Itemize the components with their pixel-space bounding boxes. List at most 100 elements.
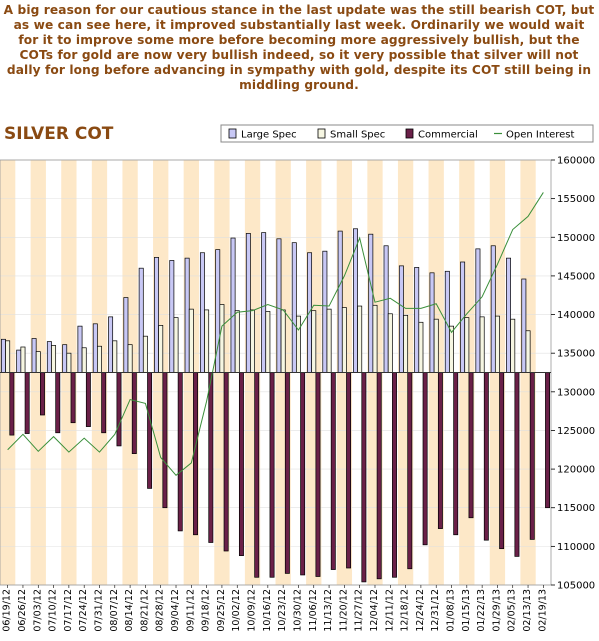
- bar-large-spec: [506, 257, 511, 373]
- bar-small-spec: [188, 308, 194, 373]
- bar-commercial: [223, 372, 229, 552]
- x-tick-label: 09/04/12: [170, 589, 181, 632]
- bar-small-spec: [433, 318, 439, 373]
- bar-small-spec: [510, 318, 516, 373]
- bar-small-spec: [280, 309, 286, 373]
- bar-commercial: [162, 372, 168, 509]
- bar-large-spec: [368, 233, 374, 373]
- x-tick-label: 01/15/13: [461, 589, 472, 632]
- bar-commercial: [177, 372, 183, 532]
- bar-large-spec: [383, 245, 389, 373]
- bar-commercial: [453, 372, 459, 536]
- x-tick-label: 01/22/13: [476, 589, 487, 632]
- chart-title: SILVER COT: [4, 124, 114, 144]
- x-tick-label: 06/26/12: [17, 589, 28, 632]
- bar-commercial: [437, 372, 443, 529]
- legend-commercial-label: Commercial: [418, 130, 478, 141]
- y-tick-label: 155000: [557, 194, 595, 205]
- bar-commercial: [499, 372, 505, 550]
- legend-large-spec-label: Large Spec: [241, 130, 297, 141]
- x-tick-label: 12/11/12: [384, 589, 395, 632]
- x-tick-label: 07/03/12: [32, 589, 43, 632]
- x-tick-label: 08/28/12: [155, 589, 166, 632]
- x-tick-label: 11/13/12: [323, 589, 334, 632]
- bar-small-spec: [250, 309, 255, 373]
- x-tick-label: 08/21/12: [139, 589, 150, 632]
- bar-commercial: [284, 372, 290, 574]
- bar-small-spec: [464, 317, 470, 373]
- x-tick-label: 09/11/12: [185, 589, 196, 632]
- bar-small-spec: [219, 304, 225, 373]
- open-interest-series-line: [7, 192, 544, 476]
- x-tick-label: 07/10/12: [48, 589, 59, 632]
- bar-small-spec: [525, 330, 531, 373]
- x-tick-label: 01/29/13: [491, 589, 502, 632]
- bar-small-spec: [5, 340, 11, 373]
- bar-commercial: [70, 372, 76, 424]
- bar-large-spec: [1, 338, 6, 373]
- bar-large-spec: [77, 325, 83, 373]
- bar-small-spec: [35, 351, 41, 373]
- x-tick-label: 06/19/12: [2, 589, 13, 632]
- bar-large-spec: [245, 233, 251, 373]
- x-tick-label: 08/07/12: [109, 589, 120, 632]
- bar-small-spec: [311, 310, 317, 373]
- open-interest-line: [7, 192, 544, 476]
- legend-small-spec-swatch: [317, 128, 326, 139]
- bar-commercial: [101, 372, 107, 434]
- bar-small-spec: [479, 316, 485, 373]
- bar-large-spec: [276, 238, 282, 373]
- x-tick-label: 09/18/12: [201, 589, 212, 632]
- x-tick-label: 07/24/12: [78, 589, 89, 632]
- legend-large-spec-swatch: [228, 128, 237, 139]
- bar-large-spec: [16, 349, 22, 373]
- bar-commercial: [315, 372, 321, 577]
- x-tick-label: 12/04/12: [369, 589, 380, 632]
- bar-large-spec: [138, 267, 144, 373]
- legend: Large Spec Small Spec Commercial Open Inter…: [220, 124, 594, 143]
- bar-large-spec: [521, 278, 527, 373]
- bar-commercial: [545, 372, 550, 509]
- bar-large-spec: [261, 232, 267, 373]
- bar-small-spec: [20, 346, 26, 373]
- bar-small-spec: [81, 347, 87, 373]
- bar-commercial: [254, 372, 260, 578]
- bar-large-spec: [414, 267, 420, 373]
- x-tick-label: 10/09/12: [247, 589, 258, 632]
- bar-large-spec: [490, 245, 496, 373]
- bar-large-spec: [123, 297, 129, 373]
- bar-large-spec: [31, 338, 37, 373]
- x-tick-label: 12/18/12: [400, 589, 411, 632]
- bar-commercial: [9, 372, 15, 436]
- x-tick-label: 02/19/13: [537, 589, 548, 632]
- x-tick-label: 09/25/12: [216, 589, 227, 632]
- y-tick-label: 110000: [557, 542, 595, 553]
- x-tick-label: 10/30/12: [292, 589, 303, 632]
- y-tick-label: 160000: [557, 156, 595, 167]
- bar-small-spec: [494, 315, 500, 373]
- bar-large-spec: [337, 230, 343, 373]
- bar-small-spec: [158, 325, 164, 373]
- legend-open-interest-label: Open Interest: [506, 130, 575, 141]
- x-tick-label: 11/20/12: [338, 589, 349, 632]
- bar-large-spec: [108, 316, 114, 373]
- y-tick-label: 105000: [557, 581, 595, 592]
- x-axis-ticks: 06/19/12 06/26/12 07/03/12 07/10/12 07/17/12…: [2, 585, 548, 632]
- bar-small-spec: [418, 321, 424, 373]
- x-tick-label: 10/16/12: [262, 589, 273, 632]
- bar-commercial: [116, 372, 122, 447]
- x-tick-label: 11/27/12: [354, 589, 365, 632]
- bar-commercial: [529, 372, 535, 540]
- bar-small-spec: [66, 352, 72, 373]
- bar-large-spec: [398, 265, 404, 373]
- bar-small-spec: [51, 345, 57, 373]
- y-tick-label: 150000: [557, 233, 595, 244]
- y-tick-label: 115000: [557, 503, 595, 514]
- bar-commercial: [85, 372, 91, 427]
- legend-commercial-swatch: [405, 128, 414, 139]
- bar-small-spec: [142, 335, 148, 373]
- x-tick-label: 02/13/13: [522, 589, 533, 632]
- bar-commercial: [407, 372, 413, 570]
- x-tick-label: 10/23/12: [277, 589, 288, 632]
- intro-paragraph: A big reason for our cautious stance in …: [3, 3, 595, 92]
